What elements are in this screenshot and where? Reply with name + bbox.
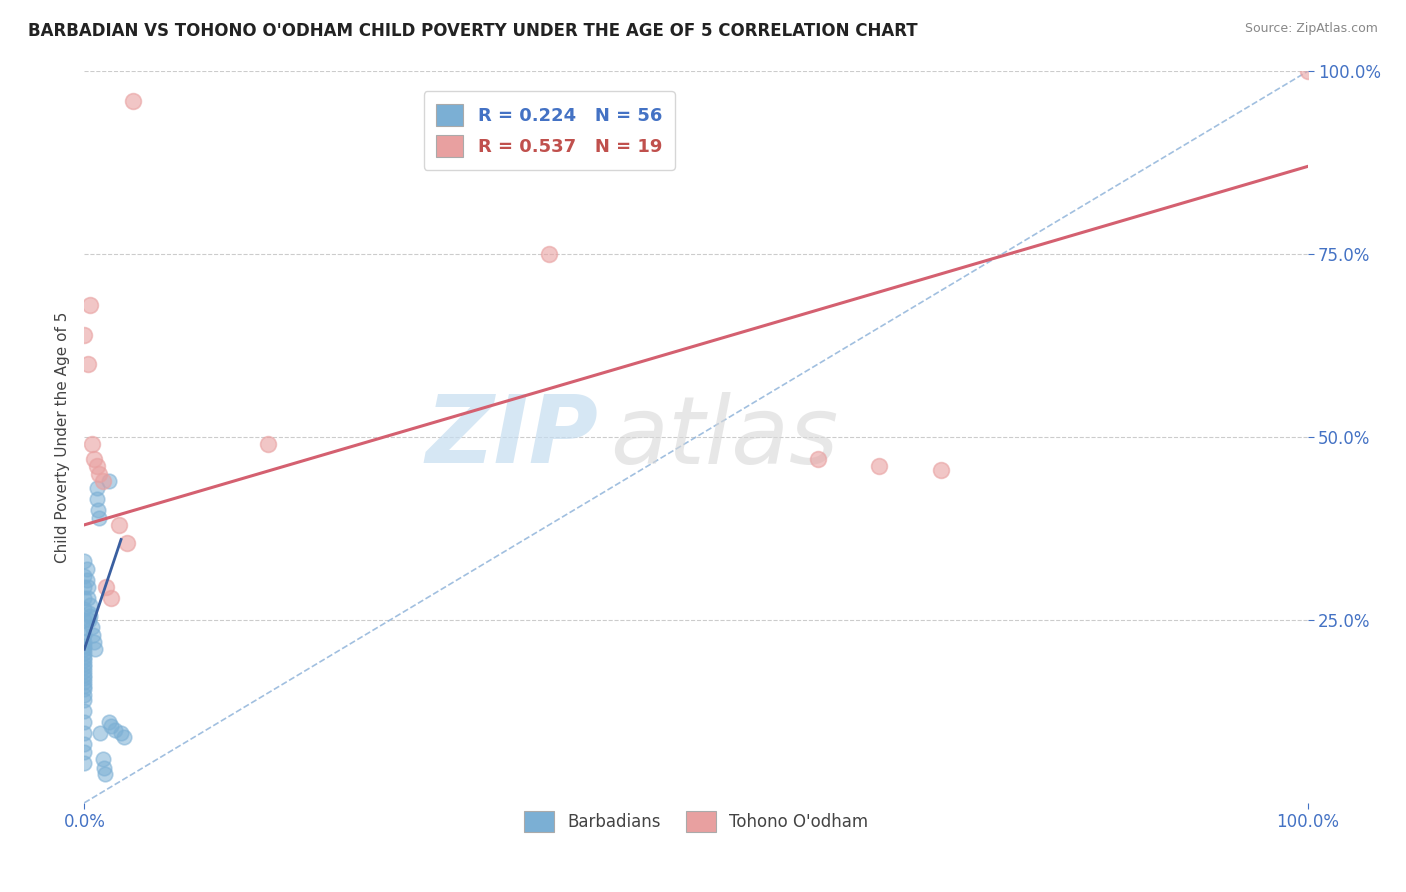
Point [77, 606, 100, 620]
Point [73, 660, 96, 674]
Text: Source: ZipAtlas.com: Source: ZipAtlas.com [1244, 22, 1378, 36]
Point [79, 609, 101, 624]
Point [73, 646, 96, 660]
Point [100, 719, 122, 733]
Point [93, 761, 115, 775]
Point [73, 649, 96, 664]
Point [73, 653, 96, 667]
Point [80, 620, 103, 634]
Point [73, 715, 96, 730]
Point [112, 730, 135, 744]
Point [107, 517, 129, 532]
Point [122, 94, 145, 108]
Point [91, 474, 114, 488]
Point [73, 569, 96, 583]
Point [73, 627, 96, 641]
Point [97, 715, 120, 730]
Point [538, 247, 561, 261]
Point [73, 639, 96, 653]
Point [87, 503, 110, 517]
Point [89, 726, 111, 740]
Legend: Barbadians, Tohono O'odham: Barbadians, Tohono O'odham [517, 805, 875, 838]
Point [110, 726, 132, 740]
Point [100, 591, 122, 605]
Text: atlas: atlas [610, 392, 838, 483]
Point [73, 688, 96, 702]
Point [84, 642, 107, 657]
Point [77, 613, 100, 627]
Point [73, 682, 96, 697]
Point [73, 657, 96, 671]
Point [73, 675, 96, 690]
Point [96, 580, 118, 594]
Point [86, 481, 108, 495]
Point [73, 756, 96, 770]
Point [73, 327, 96, 342]
Text: BARBADIAN VS TOHONO O'ODHAM CHILD POVERTY UNDER THE AGE OF 5 CORRELATION CHART: BARBADIAN VS TOHONO O'ODHAM CHILD POVERT… [28, 22, 918, 40]
Point [77, 591, 100, 605]
Point [73, 667, 96, 681]
Point [77, 357, 100, 371]
Point [87, 467, 110, 481]
Point [76, 573, 98, 587]
Point [82, 627, 104, 641]
Point [91, 752, 114, 766]
Point [104, 723, 127, 737]
Point [73, 620, 96, 634]
Point [73, 554, 96, 568]
Point [73, 664, 96, 678]
Point [80, 437, 103, 451]
Point [86, 492, 108, 507]
Point [94, 766, 117, 780]
Point [73, 679, 96, 693]
Point [73, 602, 96, 616]
Point [73, 580, 96, 594]
Point [807, 452, 830, 467]
Point [73, 613, 96, 627]
Y-axis label: Child Poverty Under the Age of 5: Child Poverty Under the Age of 5 [55, 311, 70, 563]
Point [73, 745, 96, 759]
Point [929, 463, 952, 477]
Point [83, 452, 105, 467]
Point [86, 459, 108, 474]
Point [257, 437, 280, 451]
Point [115, 536, 138, 550]
Point [73, 726, 96, 740]
Point [77, 580, 100, 594]
Point [73, 591, 96, 605]
Point [73, 642, 96, 657]
Point [1296, 64, 1319, 78]
Point [76, 562, 98, 576]
Text: ZIP: ZIP [425, 391, 598, 483]
Point [87, 510, 110, 524]
Point [73, 635, 96, 649]
Point [73, 672, 96, 686]
Point [79, 298, 101, 312]
Point [97, 474, 120, 488]
Point [79, 599, 101, 613]
Point [83, 635, 105, 649]
Point [869, 459, 891, 474]
Point [73, 693, 96, 707]
Point [73, 705, 96, 719]
Point [73, 737, 96, 751]
